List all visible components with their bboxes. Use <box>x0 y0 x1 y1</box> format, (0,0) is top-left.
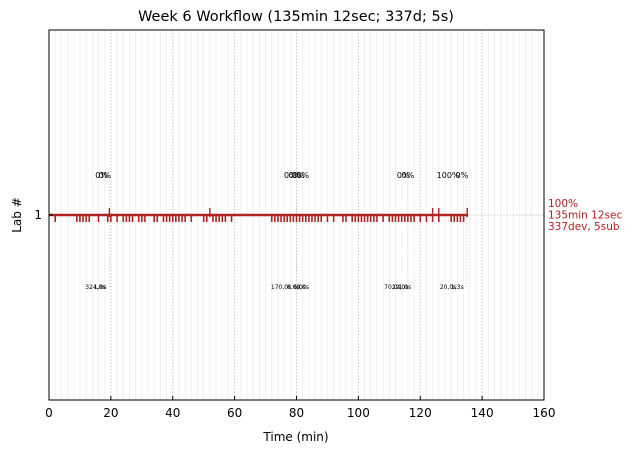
y-axis-ticks: 1 <box>34 208 53 222</box>
time-label: 6,0s <box>293 284 306 291</box>
percent-label: 0% <box>292 171 305 180</box>
percent-label: 0% <box>284 171 297 180</box>
time-label: 70,0s <box>384 284 401 291</box>
time-label: 12,0s <box>392 284 409 291</box>
time-label: 1,0s <box>94 284 107 291</box>
percent-label: 100% <box>437 171 460 180</box>
time-label: 20,0s <box>440 284 457 291</box>
summary-duration: 135min 12sec <box>548 210 622 222</box>
x-axis-label: Time (min) <box>262 430 328 444</box>
percent-labels: 0%0% 0%0%0%0% 0%0% 100%0% <box>95 171 469 180</box>
time-labels: 324,0s1,0s 170,0s8,0s6,0s0,0s 70,0s12,0s1,… <box>85 284 463 291</box>
x-tick-label: 0 <box>45 406 53 420</box>
time-label: 8,0s <box>287 284 300 291</box>
percent-label: 0% <box>456 171 469 180</box>
x-tick-label: 40 <box>165 406 180 420</box>
percent-label: 0% <box>98 171 111 180</box>
x-tick-label: 120 <box>409 406 432 420</box>
y-tick-label: 1 <box>34 208 42 222</box>
percent-label: 0% <box>289 171 302 180</box>
time-label: 324,0s <box>85 284 105 291</box>
summary-annotation: 100% 135min 12sec 337dev, 5sub <box>548 198 626 233</box>
major-grid <box>110 30 483 400</box>
time-label: 1,0s <box>398 284 411 291</box>
x-tick-label: 60 <box>227 406 242 420</box>
summary-percent: 100% <box>548 198 578 210</box>
x-axis-ticks: 0 20 40 60 80 100 120 140 160 <box>45 396 555 420</box>
summary-counts: 337dev, 5sub <box>548 221 620 233</box>
x-tick-label: 100 <box>347 406 370 420</box>
submission-marks <box>108 208 468 217</box>
reference-lines <box>108 175 468 287</box>
chart-title: Week 6 Workflow (135min 12sec; 337d; 5s) <box>138 9 454 25</box>
x-tick-label: 20 <box>103 406 118 420</box>
time-label: 1,3s <box>451 284 464 291</box>
time-label: 170,0s <box>271 284 291 291</box>
time-label: 0,0s <box>296 284 309 291</box>
percent-label: 0% <box>95 171 108 180</box>
x-tick-label: 160 <box>533 406 556 420</box>
y-axis-label: Lab # <box>10 197 24 233</box>
x-tick-label: 80 <box>289 406 304 420</box>
x-tick-label: 140 <box>471 406 494 420</box>
percent-label: 0% <box>296 171 309 180</box>
percent-label: 0% <box>397 171 410 180</box>
percent-label: 0% <box>402 171 415 180</box>
